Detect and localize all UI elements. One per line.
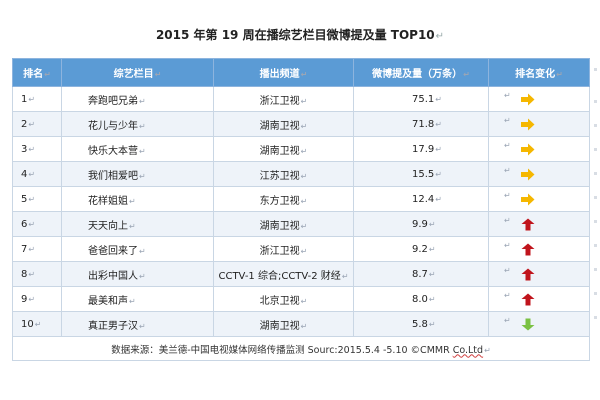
mentions-cell: 8.0↵: [353, 286, 489, 312]
up-arrow-icon: [521, 293, 535, 306]
change-cell: ↵: [488, 136, 590, 162]
rank-cell: 6↵: [12, 211, 62, 237]
table-row: 6↵ 天天向上↵ 湖南卫视↵ 9.9↵ ↵: [12, 211, 590, 237]
channel-cell: 东方卫视↵: [213, 186, 354, 212]
channel-cell: 浙江卫视↵: [213, 86, 354, 112]
show-cell: 天天向上↵: [61, 211, 214, 237]
rank-cell: 8↵: [12, 261, 62, 287]
header-change: 排名变化↵: [488, 58, 590, 87]
down-arrow-icon: [521, 318, 535, 331]
margin-marker: [594, 100, 597, 103]
channel-cell: CCTV-1 综合;CCTV-2 财经↵: [213, 261, 354, 287]
mentions-cell: 9.9↵: [353, 211, 489, 237]
rank-cell: 3↵: [12, 136, 62, 162]
rank-cell: 10↵: [12, 311, 62, 337]
margin-marker: [594, 172, 597, 175]
show-cell: 爸爸回来了↵: [61, 236, 214, 262]
rank-cell: 2↵: [12, 111, 62, 137]
table-row: 7↵ 爸爸回来了↵ 浙江卫视↵ 9.2↵ ↵: [12, 236, 590, 262]
table-title: 2015 年第 19 周在播综艺栏目微博提及量 TOP10↵: [155, 28, 445, 42]
table-row: 8↵ 出彩中国人↵ CCTV-1 综合;CCTV-2 财经↵ 8.7↵ ↵: [12, 261, 590, 287]
show-cell: 奔跑吧兄弟↵: [61, 86, 214, 112]
right-arrow-icon: [521, 118, 535, 131]
channel-cell: 湖南卫视↵: [213, 311, 354, 337]
margin-marker: [594, 196, 597, 199]
change-cell: ↵: [488, 161, 590, 187]
header-channel: 播出频道↵: [213, 58, 354, 87]
change-cell: ↵: [488, 111, 590, 137]
mentions-cell: 9.2↵: [353, 236, 489, 262]
margin-marker: [594, 124, 597, 127]
channel-cell: 北京卫视↵: [213, 286, 354, 312]
rank-cell: 1↵: [12, 86, 62, 112]
right-arrow-icon: [521, 193, 535, 206]
rank-cell: 5↵: [12, 186, 62, 212]
header-mentions: 微博提及量（万条）↵: [353, 58, 489, 87]
mentions-cell: 12.4↵: [353, 186, 489, 212]
margin-marker: [594, 220, 597, 223]
change-cell: ↵: [488, 186, 590, 212]
margin-marker: [594, 268, 597, 271]
mentions-cell: 8.7↵: [353, 261, 489, 287]
change-cell: ↵: [488, 211, 590, 237]
rank-cell: 7↵: [12, 236, 62, 262]
header-rank: 排名↵: [12, 58, 62, 87]
table-row: 9↵ 最美和声↵ 北京卫视↵ 8.0↵ ↵: [12, 286, 590, 312]
paragraph-mark: ↵: [435, 31, 445, 42]
table-row: 5↵ 花样姐姐↵ 东方卫视↵ 12.4↵ ↵: [12, 186, 590, 212]
show-cell: 快乐大本营↵: [61, 136, 214, 162]
table-row: 10↵ 真正男子汉↵ 湖南卫视↵ 5.8↵ ↵: [12, 311, 590, 337]
table-row: 4↵ 我们相爱吧↵ 江苏卫视↵ 15.5↵ ↵: [12, 161, 590, 187]
show-cell: 花儿与少年↵: [61, 111, 214, 137]
margin-marker: [594, 68, 597, 71]
right-arrow-icon: [521, 143, 535, 156]
ranking-table: 排名↵ 综艺栏目↵ 播出频道↵ 微博提及量（万条）↵ 排名变化↵ 1↵ 奔跑吧兄弟…: [12, 58, 590, 361]
table-row: 1↵ 奔跑吧兄弟↵ 浙江卫视↵ 75.1↵ ↵: [12, 86, 590, 112]
mentions-cell: 75.1↵: [353, 86, 489, 112]
margin-marker: [594, 244, 597, 247]
rank-cell: 4↵: [12, 161, 62, 187]
channel-cell: 湖南卫视↵: [213, 136, 354, 162]
show-cell: 最美和声↵: [61, 286, 214, 312]
mentions-cell: 5.8↵: [353, 311, 489, 337]
margin-marker: [594, 292, 597, 295]
right-arrow-icon: [521, 93, 535, 106]
up-arrow-icon: [521, 268, 535, 281]
table-row: 2↵ 花儿与少年↵ 湖南卫视↵ 71.8↵ ↵: [12, 111, 590, 137]
margin-marker: [594, 148, 597, 151]
table-header-row: 排名↵ 综艺栏目↵ 播出频道↵ 微博提及量（万条）↵ 排名变化↵: [12, 58, 590, 87]
header-show: 综艺栏目↵: [61, 58, 214, 87]
data-source-note: 数据来源：美兰德-中国电视媒体网络传播监测 Sourc:2015.5.4 -5.…: [12, 336, 590, 361]
mentions-cell: 17.9↵: [353, 136, 489, 162]
channel-cell: 浙江卫视↵: [213, 236, 354, 262]
table-row: 3↵ 快乐大本营↵ 湖南卫视↵ 17.9↵ ↵: [12, 136, 590, 162]
up-arrow-icon: [521, 218, 535, 231]
show-cell: 花样姐姐↵: [61, 186, 214, 212]
rank-cell: 9↵: [12, 286, 62, 312]
change-cell: ↵: [488, 311, 590, 337]
show-cell: 真正男子汉↵: [61, 311, 214, 337]
mentions-cell: 15.5↵: [353, 161, 489, 187]
right-arrow-icon: [521, 168, 535, 181]
up-arrow-icon: [521, 243, 535, 256]
show-cell: 出彩中国人↵: [61, 261, 214, 287]
channel-cell: 湖南卫视↵: [213, 111, 354, 137]
mentions-cell: 71.8↵: [353, 111, 489, 137]
change-cell: ↵: [488, 236, 590, 262]
channel-cell: 湖南卫视↵: [213, 211, 354, 237]
change-cell: ↵: [488, 261, 590, 287]
margin-marker: [594, 316, 597, 319]
show-cell: 我们相爱吧↵: [61, 161, 214, 187]
channel-cell: 江苏卫视↵: [213, 161, 354, 187]
table-footer-row: 数据来源：美兰德-中国电视媒体网络传播监测 Sourc:2015.5.4 -5.…: [12, 336, 590, 361]
change-cell: ↵: [488, 286, 590, 312]
change-cell: ↵: [488, 86, 590, 112]
